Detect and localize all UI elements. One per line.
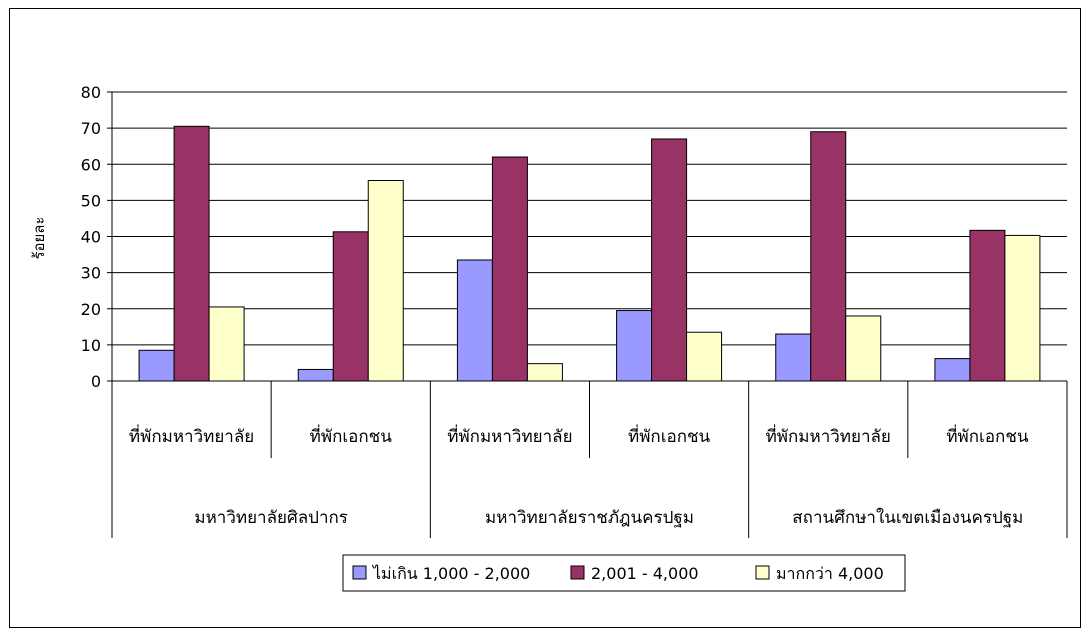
bar <box>491 156 528 382</box>
bar <box>810 131 847 382</box>
legend: ไม่เกิน 1,000 - 2,000 2,001 - 4,000 มากกว่… <box>342 554 906 592</box>
x-category-label: ที่พักมหาวิทยาลัย <box>766 424 891 447</box>
legend-swatch <box>570 565 585 580</box>
bar <box>969 229 1006 382</box>
legend-swatch <box>352 565 367 580</box>
legend-label: ไม่เกิน 1,000 - 2,000 <box>371 564 530 583</box>
x-group-label: มหาวิทยาลัยราชภัฎนครปฐม <box>485 508 694 528</box>
x-category-label: ที่พักมหาวิทยาลัย <box>129 424 254 447</box>
bars <box>138 125 1041 382</box>
bar <box>686 331 723 382</box>
legend-swatch <box>755 565 770 580</box>
y-tick-label: 60 <box>81 155 101 174</box>
legend-label: มากกว่า 4,000 <box>776 564 884 583</box>
y-tick-label: 0 <box>91 372 101 391</box>
x-group-label: มหาวิทยาลัยศิลปากร <box>194 508 348 528</box>
gridlines <box>107 91 1067 382</box>
y-axis-label: ร้อยละ <box>30 216 48 259</box>
bar <box>775 333 812 382</box>
y-tick-label: 40 <box>81 228 101 247</box>
y-tick-label: 20 <box>81 300 101 319</box>
x-category-labels: ที่พักมหาวิทยาลัย ที่พักเอกชน ที่พักมหาวิท… <box>129 424 1029 447</box>
bar <box>616 310 653 382</box>
bar <box>456 259 493 382</box>
legend-label: 2,001 - 4,000 <box>591 564 699 583</box>
bar <box>138 349 175 382</box>
bar <box>1004 234 1041 382</box>
bar <box>173 125 210 382</box>
y-tick-label: 70 <box>81 119 101 138</box>
bar <box>297 368 334 382</box>
x-group-label: สถานศึกษาในเขตเมืองนครปฐม <box>792 507 1023 528</box>
x-category-label: ที่พักมหาวิทยาลัย <box>447 424 572 447</box>
legend-box <box>342 554 906 592</box>
bar <box>208 306 245 382</box>
y-tick-label: 30 <box>81 264 101 283</box>
x-category-label: ที่พักเอกชน <box>946 424 1029 447</box>
bar <box>526 363 563 382</box>
x-category-label: ที่พักเอกชน <box>310 424 393 447</box>
y-tick-labels: 0 10 20 30 40 50 60 70 80 <box>81 83 101 391</box>
bar <box>332 231 369 382</box>
x-category-label: ที่พักเอกชน <box>628 424 711 447</box>
x-group-labels: มหาวิทยาลัยศิลปากร มหาวิทยาลัยราชภัฎนครปฐ… <box>194 507 1023 528</box>
y-tick-label: 80 <box>81 83 101 102</box>
bar <box>651 138 688 382</box>
y-tick-label: 50 <box>81 191 101 210</box>
axes <box>111 92 1068 538</box>
bar <box>934 358 971 382</box>
y-tick-label: 10 <box>81 336 101 355</box>
bar <box>845 315 882 382</box>
bar <box>367 180 404 382</box>
